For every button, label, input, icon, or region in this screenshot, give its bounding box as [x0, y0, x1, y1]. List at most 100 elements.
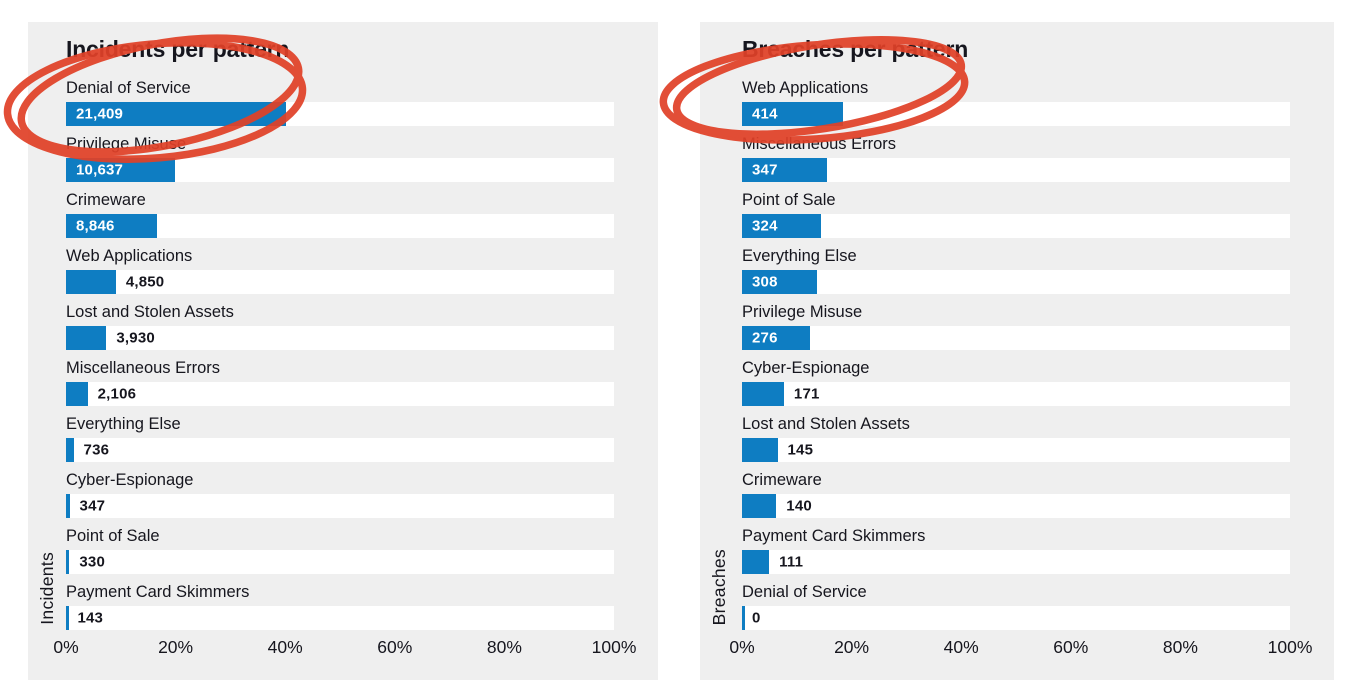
bar — [742, 382, 784, 406]
bar — [66, 550, 70, 574]
value-label: 324 — [752, 217, 778, 235]
bar-row: Denial of Service 21,409 — [66, 77, 614, 126]
category-label: Payment Card Skimmers — [742, 527, 926, 545]
category-label: Payment Card Skimmers — [66, 583, 250, 601]
chart-title: Breaches per pattern — [742, 36, 969, 62]
axis-tick-label: 0% — [729, 637, 755, 657]
category-label: Crimeware — [66, 191, 146, 209]
bar-track: 8,846 — [66, 214, 614, 238]
bar-track: 2,106 — [66, 382, 614, 406]
bar-row: Lost and Stolen Assets 3,930 — [66, 301, 614, 350]
axis-tick-label: 80% — [1162, 637, 1198, 657]
bar-row: Web Applications 414 — [742, 77, 1290, 126]
category-label: Lost and Stolen Assets — [742, 415, 910, 433]
bar-track: 276 — [742, 326, 1290, 350]
category-label: Miscellaneous Errors — [66, 359, 221, 377]
category-label: Miscellaneous Errors — [742, 135, 897, 153]
bar-row: Cyber-Espionage 171 — [742, 357, 1290, 406]
bar-track: 140 — [742, 494, 1290, 518]
incidents-chart-panel: Incidents per pattern Denial of Service … — [28, 22, 658, 680]
axis-tick-label: 100% — [591, 637, 637, 657]
category-label: Point of Sale — [742, 191, 836, 209]
bar — [742, 326, 810, 350]
bar-row: Privilege Misuse 10,637 — [66, 133, 614, 182]
category-label: Web Applications — [66, 247, 193, 265]
bar-row: Everything Else 736 — [66, 413, 614, 462]
bar-row: Payment Card Skimmers 111 — [742, 525, 1290, 574]
bar — [742, 270, 818, 294]
value-label: 143 — [77, 609, 104, 627]
value-label: 276 — [752, 329, 778, 347]
value-label: 10,637 — [76, 161, 124, 179]
bar-row: Denial of Service 0 — [742, 581, 1290, 630]
bar — [742, 550, 770, 574]
bar-track: 414 — [742, 102, 1290, 126]
bar — [66, 214, 157, 238]
category-label: Everything Else — [66, 415, 181, 433]
bar-track: 4,850 — [66, 270, 614, 294]
bar-row: Miscellaneous Errors 2,106 — [66, 357, 614, 406]
value-label: 8,846 — [76, 217, 115, 235]
category-label: Privilege Misuse — [66, 135, 187, 153]
value-label: 330 — [79, 553, 106, 571]
bar-track: 0 — [742, 606, 1290, 630]
axis-tick-label: 0% — [53, 637, 79, 657]
bar-row: Miscellaneous Errors 347 — [742, 133, 1290, 182]
value-label: 347 — [752, 161, 778, 179]
breaches-chart-panel: Breaches per pattern Web Applications 41… — [700, 22, 1334, 680]
category-label: Cyber-Espionage — [742, 359, 870, 377]
category-label: Cyber-Espionage — [66, 471, 194, 489]
value-label: 4,850 — [125, 273, 165, 291]
bar — [66, 270, 116, 294]
value-label: 21,409 — [76, 105, 124, 123]
category-label: Crimeware — [742, 471, 822, 489]
bar-track: 145 — [742, 438, 1290, 462]
bar-track: 330 — [66, 550, 614, 574]
bar-row: Lost and Stolen Assets 145 — [742, 413, 1290, 462]
bar-row: Crimeware 140 — [742, 469, 1290, 518]
bar-track: 171 — [742, 382, 1290, 406]
x-axis: 0% 20% 40% 60% 80% 100% — [53, 637, 636, 661]
axis-tick-label: 20% — [158, 637, 194, 657]
value-label: 145 — [787, 441, 814, 459]
bar — [66, 438, 74, 462]
axis-tick-label: 100% — [1267, 637, 1313, 657]
bar-rows: Denial of Service 21,409 Privilege Misus… — [66, 77, 614, 630]
bar-track: 308 — [742, 270, 1290, 294]
bar-row: Cyber-Espionage 347 — [66, 469, 614, 518]
value-label: 140 — [786, 497, 812, 515]
axis-tick-label: 40% — [943, 637, 979, 657]
y-axis-label: Breaches — [709, 548, 729, 625]
bar — [742, 438, 778, 462]
bar — [66, 606, 69, 630]
category-label: Web Applications — [742, 79, 869, 97]
bar — [742, 494, 777, 518]
category-label: Denial of Service — [66, 79, 191, 97]
bar-row: Everything Else 308 — [742, 245, 1290, 294]
value-label: 414 — [752, 105, 778, 123]
bar-track: 736 — [66, 438, 614, 462]
bar — [742, 158, 828, 182]
category-label: Privilege Misuse — [742, 303, 863, 321]
axis-tick-label: 80% — [486, 637, 522, 657]
bar — [742, 214, 822, 238]
axis-tick-label: 20% — [834, 637, 870, 657]
value-label: 347 — [79, 497, 106, 515]
bar — [66, 326, 107, 350]
bar-track: 10,637 — [66, 158, 614, 182]
bar-track: 3,930 — [66, 326, 614, 350]
x-axis: 0% 20% 40% 60% 80% 100% — [729, 637, 1312, 661]
value-label: 111 — [779, 553, 804, 571]
bar-track: 143 — [66, 606, 614, 630]
bar-track: 347 — [742, 158, 1290, 182]
bar-row: Crimeware 8,846 — [66, 189, 614, 238]
bar — [66, 382, 88, 406]
value-label: 308 — [752, 273, 778, 291]
axis-tick-label: 60% — [1053, 637, 1089, 657]
bar-row: Privilege Misuse 276 — [742, 301, 1290, 350]
value-label: 3,930 — [116, 329, 155, 347]
bar — [66, 494, 70, 518]
category-label: Point of Sale — [66, 527, 160, 545]
axis-tick-label: 60% — [377, 637, 413, 657]
category-label: Denial of Service — [742, 583, 867, 601]
